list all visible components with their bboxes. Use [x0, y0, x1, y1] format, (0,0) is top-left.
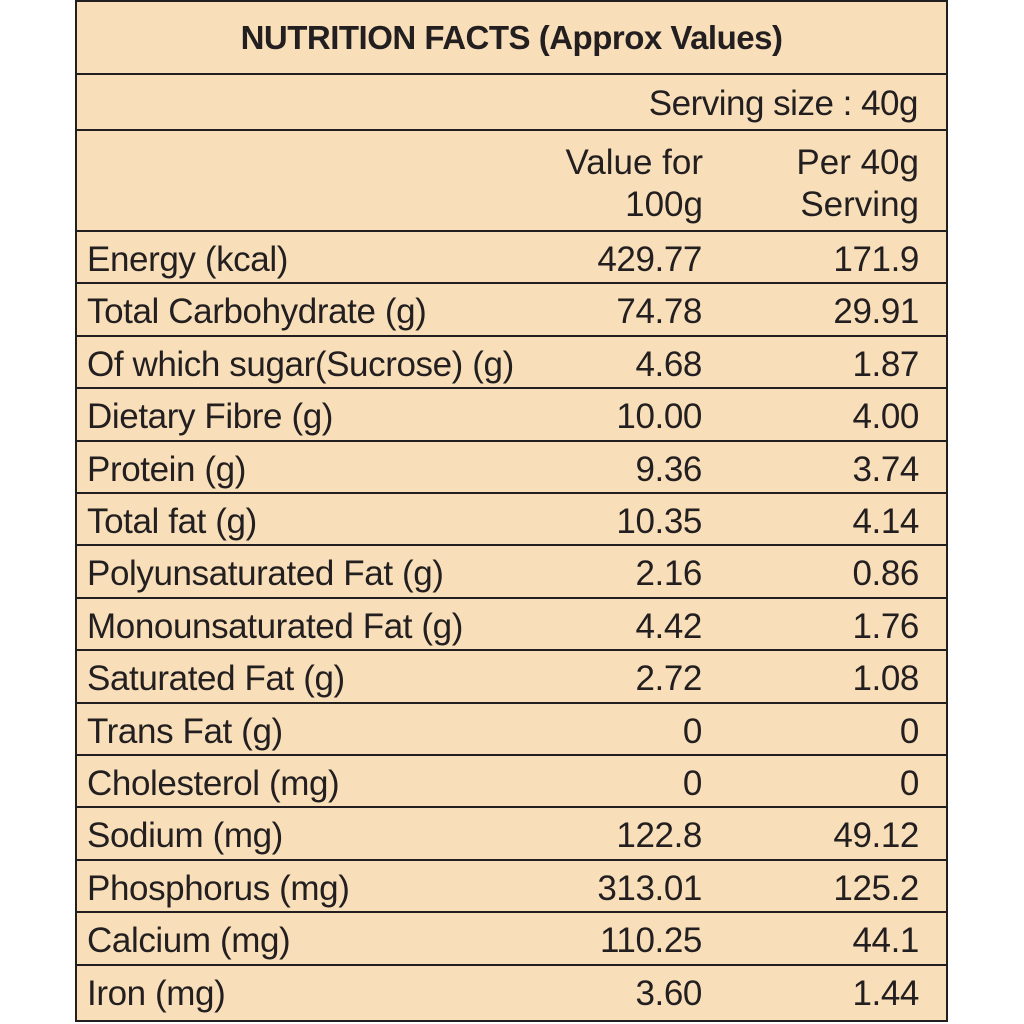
value-per-100g: 313.01: [597, 869, 702, 908]
value-per-100g: 4.42: [635, 607, 702, 646]
value-per-serving: 4.00: [852, 397, 919, 436]
nutrient-label: Protein (g): [87, 450, 246, 489]
value-per-serving: 1.08: [852, 659, 919, 698]
value-per-100g: 2.72: [635, 659, 702, 698]
nutrient-label: Sodium (mg): [87, 816, 283, 855]
table-row: Monounsaturated Fat (g) 4.42 1.76: [77, 599, 946, 651]
serving-size: Serving size : 40g: [648, 84, 919, 123]
row-divider: [77, 754, 946, 756]
value-per-serving: 49.12: [833, 816, 919, 855]
value-per-100g: 0: [682, 712, 702, 751]
divider: [77, 129, 946, 131]
value-per-serving: 4.14: [852, 502, 919, 541]
table-title: NUTRITION FACTS (Approx Values): [240, 19, 783, 56]
column-header-line: Value for: [565, 143, 704, 182]
column-header-line: Serving: [800, 185, 919, 224]
row-divider: [77, 492, 946, 494]
value-per-serving: 0.86: [852, 554, 919, 593]
nutrient-label: Polyunsaturated Fat (g): [87, 554, 444, 593]
table-row: Total Carbohydrate (g) 74.78 29.91: [77, 284, 946, 336]
nutrient-label: Trans Fat (g): [87, 712, 283, 751]
nutrient-label: Phosphorus (mg): [87, 869, 350, 908]
table-row: Polyunsaturated Fat (g) 2.16 0.86: [77, 546, 946, 598]
value-per-100g: 10.35: [616, 502, 702, 541]
divider: [77, 73, 946, 75]
table-row: Total fat (g) 10.35 4.14: [77, 494, 946, 546]
nutrient-label: Total Carbohydrate (g): [87, 292, 427, 331]
row-divider: [77, 230, 946, 232]
column-header-per-serving: Per 40g Serving: [796, 142, 919, 226]
row-divider: [77, 282, 946, 284]
value-per-100g: 110.25: [599, 921, 702, 960]
nutrient-label: Iron (mg): [87, 974, 226, 1013]
nutrient-label: Energy (kcal): [87, 240, 288, 279]
value-per-serving: 1.44: [852, 974, 919, 1013]
value-per-100g: 4.68: [635, 345, 702, 384]
nutrient-label: Saturated Fat (g): [87, 659, 345, 698]
value-per-100g: 10.00: [616, 397, 702, 436]
column-header-line: Per 40g: [796, 143, 919, 182]
row-divider: [77, 649, 946, 651]
value-per-serving: 0: [899, 764, 919, 803]
nutrient-label: Dietary Fibre (g): [87, 397, 334, 436]
table-row: Of which sugar(Sucrose) (g) 4.68 1.87: [77, 337, 946, 389]
value-per-100g: 0: [682, 764, 702, 803]
value-per-100g: 9.36: [635, 450, 702, 489]
table-row: Protein (g) 9.36 3.74: [77, 442, 946, 494]
table-row: Sodium (mg) 122.8 49.12: [77, 808, 946, 860]
table-row: Trans Fat (g) 0 0: [77, 704, 946, 756]
value-per-serving: 171.9: [833, 240, 919, 279]
table-row: Iron (mg) 3.60 1.44: [77, 966, 946, 1018]
value-per-100g: 74.78: [616, 292, 702, 331]
value-per-serving: 1.76: [852, 607, 919, 646]
table-row: Saturated Fat (g) 2.72 1.08: [77, 651, 946, 703]
value-per-100g: 122.8: [616, 816, 702, 855]
column-header-line: 100g: [625, 185, 703, 224]
row-divider: [77, 964, 946, 966]
value-per-100g: 429.77: [597, 240, 702, 279]
value-per-serving: 44.1: [852, 921, 919, 960]
nutrient-label: Monounsaturated Fat (g): [87, 607, 464, 646]
row-divider: [77, 335, 946, 337]
value-per-serving: 3.74: [852, 450, 919, 489]
table-row: Cholesterol (mg) 0 0: [77, 756, 946, 808]
row-divider: [77, 597, 946, 599]
value-per-serving: 1.87: [852, 345, 919, 384]
row-divider: [77, 911, 946, 913]
table-row: Dietary Fibre (g) 10.00 4.00: [77, 389, 946, 441]
nutrient-label: Calcium (mg): [87, 921, 291, 960]
nutrient-label: Cholesterol (mg): [87, 764, 340, 803]
table-row: Phosphorus (mg) 313.01 125.2: [77, 861, 946, 913]
row-divider: [77, 806, 946, 808]
value-per-serving: 29.91: [833, 292, 919, 331]
row-divider: [77, 440, 946, 442]
table-row: Calcium (mg) 110.25 44.1: [77, 913, 946, 965]
row-divider: [77, 702, 946, 704]
row-divider: [77, 387, 946, 389]
table-row: Energy (kcal) 429.77 171.9: [77, 232, 946, 284]
nutrition-facts-panel: NUTRITION FACTS (Approx Values) Serving …: [75, 0, 948, 1022]
column-header-per-100g: Value for 100g: [566, 142, 704, 226]
value-per-100g: 3.60: [635, 974, 702, 1013]
nutrient-label: Total fat (g): [87, 502, 257, 541]
row-divider: [77, 544, 946, 546]
value-per-serving: 0: [899, 712, 919, 751]
value-per-100g: 2.16: [635, 554, 702, 593]
row-divider: [77, 859, 946, 861]
nutrient-label: Of which sugar(Sucrose) (g): [87, 345, 514, 384]
value-per-serving: 125.2: [833, 869, 919, 908]
